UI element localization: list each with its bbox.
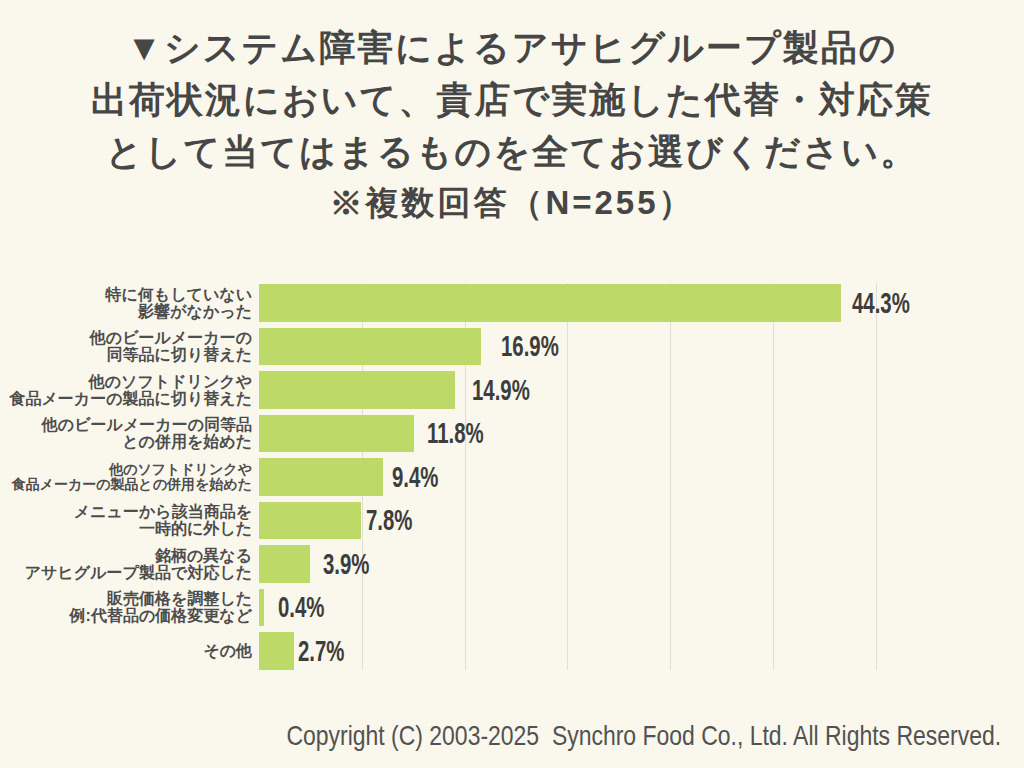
value-label: 16.9%	[501, 325, 586, 369]
category-label-line: 特に何もしていない	[0, 286, 252, 303]
category-label-line: 食品メーカーの製品に切り替えた	[0, 390, 252, 407]
bar	[259, 545, 310, 583]
bar	[259, 415, 414, 453]
category-label-line: 販売価格を調整した	[0, 590, 252, 607]
title-line-3: として当てはまるものを全てお選びください。	[0, 126, 1024, 178]
category-label-line: との併用を始めた	[0, 433, 252, 450]
value-label-text: 9.4%	[392, 460, 439, 494]
bar	[259, 502, 361, 540]
category-label-line: 他のソフトドリンクや	[0, 373, 252, 390]
category-label-line: 食品メーカーの製品との併用を始めた	[0, 477, 252, 492]
category-label: メニューから該当商品を一時的に外した	[0, 499, 252, 543]
bar	[259, 371, 455, 409]
category-label: 他のビールメーカーの同等品との併用を始めた	[0, 412, 252, 456]
value-label: 9.4%	[392, 455, 460, 499]
title-subtitle: ※複数回答（N=255）	[0, 178, 1024, 228]
category-label-line: 影響がなかった	[0, 303, 252, 320]
chart-row: その他 2.7%	[0, 629, 1024, 673]
bar	[259, 458, 383, 496]
category-label-line: アサヒグループ製品で対応した	[0, 564, 252, 581]
copyright: Copyright (C) 2003-2025 Synchro Food Co.…	[0, 720, 1024, 752]
title-line-1: ▼システム障害によるアサヒグループ製品の	[0, 22, 1024, 74]
value-label-text: 7.8%	[366, 503, 413, 537]
category-label-line: その他	[0, 642, 252, 659]
value-label: 44.3%	[852, 281, 937, 325]
chart-row: 販売価格を調整した例:代替品の価格変更など 0.4%	[0, 586, 1024, 630]
category-label-line: 他のビールメーカーの	[0, 329, 252, 346]
value-label-text: 44.3%	[852, 286, 910, 320]
bar	[259, 589, 264, 627]
copyright-text: Copyright (C) 2003-2025 Synchro Food Co.…	[287, 720, 1002, 752]
chart-row: メニューから該当商品を一時的に外した 7.8%	[0, 499, 1024, 543]
bar	[259, 328, 481, 366]
value-label-text: 11.8%	[427, 416, 484, 450]
category-label: 銘柄の異なるアサヒグループ製品で対応した	[0, 542, 252, 586]
chart-title: ▼システム障害によるアサヒグループ製品の 出荷状況において、貴店で実施した代替・…	[0, 22, 1024, 228]
value-label: 3.9%	[323, 542, 391, 586]
category-label-line: 銘柄の異なる	[0, 547, 252, 564]
category-label: 他のソフトドリンクや食品メーカーの製品に切り替えた	[0, 368, 252, 412]
value-label: 11.8%	[427, 412, 510, 456]
chart-row: 他のビールメーカーの同等品との併用を始めた 11.8%	[0, 412, 1024, 456]
value-label: 7.8%	[366, 499, 434, 543]
category-label: 特に何もしていない影響がなかった	[0, 281, 252, 325]
category-label-line: 他のビールメーカーの同等品	[0, 416, 252, 433]
value-label-text: 2.7%	[298, 634, 345, 668]
chart-row: 他のソフトドリンクや食品メーカーの製品に切り替えた 14.9%	[0, 368, 1024, 412]
category-label-line: 例:代替品の価格変更など	[0, 607, 252, 624]
category-label-line: 他のソフトドリンクや	[0, 462, 252, 477]
category-label: 販売価格を調整した例:代替品の価格変更など	[0, 586, 252, 630]
title-line-2: 出荷状況において、貴店で実施した代替・対応策	[0, 74, 1024, 126]
bar	[259, 284, 841, 322]
category-label-line: 一時的に外した	[0, 520, 252, 537]
category-label: 他のビールメーカーの同等品に切り替えた	[0, 325, 252, 369]
value-label-text: 16.9%	[501, 329, 559, 363]
value-label: 0.4%	[278, 586, 346, 630]
chart-row: 他のビールメーカーの同等品に切り替えた 16.9%	[0, 325, 1024, 369]
chart-row: 特に何もしていない影響がなかった 44.3%	[0, 281, 1024, 325]
category-label: 他のソフトドリンクや食品メーカーの製品との併用を始めた	[0, 455, 252, 499]
chart-row: 他のソフトドリンクや食品メーカーの製品との併用を始めた 9.4%	[0, 455, 1024, 499]
value-label-text: 14.9%	[472, 373, 530, 407]
bar-chart: 特に何もしていない影響がなかった 44.3% 他のビールメーカーの同等品に切り替えた…	[0, 281, 1024, 673]
category-label: その他	[0, 629, 252, 673]
chart-row: 銘柄の異なるアサヒグループ製品で対応した 3.9%	[0, 542, 1024, 586]
category-label-line: 同等品に切り替えた	[0, 346, 252, 363]
category-label-line: メニューから該当商品を	[0, 503, 252, 520]
value-label: 14.9%	[472, 368, 557, 412]
value-label-text: 3.9%	[323, 547, 370, 581]
value-label: 2.7%	[298, 629, 366, 673]
bar	[259, 632, 294, 670]
value-label-text: 0.4%	[278, 590, 325, 624]
